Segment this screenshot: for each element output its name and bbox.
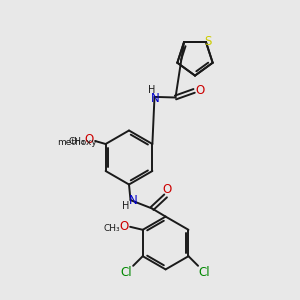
Text: N: N — [128, 194, 137, 207]
Text: H: H — [148, 85, 156, 95]
Text: N: N — [151, 92, 160, 105]
Text: O: O — [84, 133, 93, 146]
Text: O: O — [196, 84, 205, 98]
Text: Cl: Cl — [199, 266, 211, 279]
Text: S: S — [204, 34, 212, 48]
Text: methoxy: methoxy — [57, 138, 97, 147]
Text: Cl: Cl — [121, 266, 132, 279]
Text: CH₃: CH₃ — [68, 137, 85, 146]
Text: O: O — [163, 183, 172, 196]
Text: H: H — [122, 201, 130, 211]
Text: CH₃: CH₃ — [103, 224, 120, 233]
Text: O: O — [119, 220, 128, 233]
